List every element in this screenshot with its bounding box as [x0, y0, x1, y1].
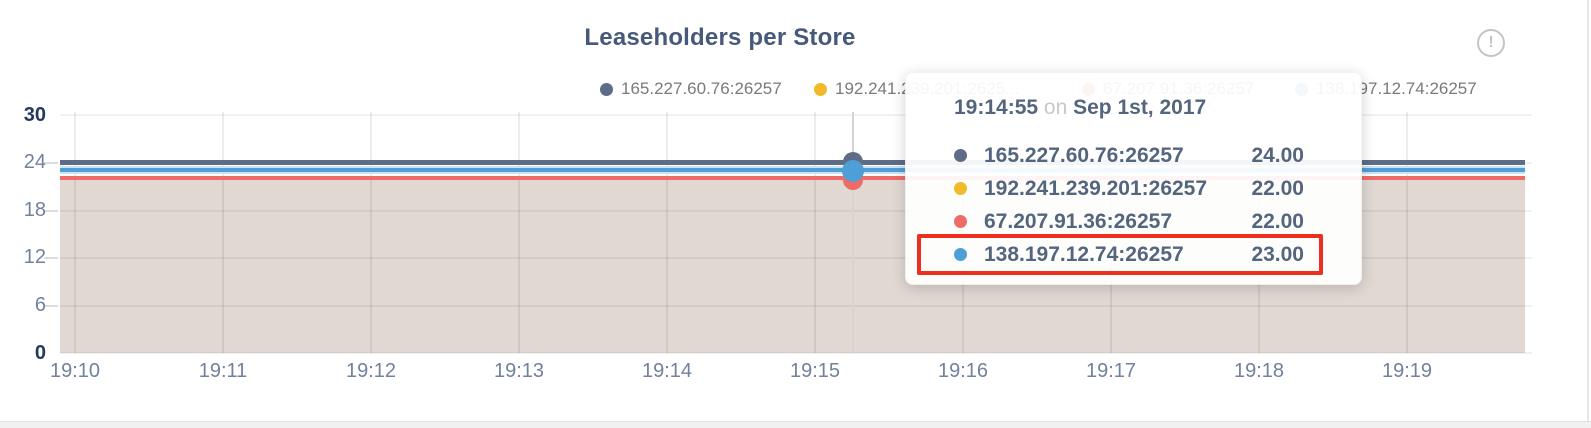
gridline: [60, 305, 1532, 307]
x-axis-label: 19:17: [1085, 360, 1137, 382]
tooltip-row: 67.207.91.36:26257 22.00: [954, 205, 1304, 238]
x-axis-label: 19:12: [345, 360, 397, 382]
gridline: [60, 210, 1532, 212]
tooltip-on-word: on: [1043, 96, 1068, 119]
x-axis-label: 19:13: [493, 360, 545, 382]
tooltip-series-value: 22.00: [1251, 176, 1304, 200]
x-axis-label: 19:18: [1233, 360, 1285, 382]
gridline: [370, 112, 372, 353]
series-line-165-227-60-76[interactable]: [60, 160, 1525, 165]
tooltip-series-value: 23.00: [1251, 242, 1304, 266]
tooltip-series-label: 165.227.60.76:26257: [984, 143, 1184, 167]
series-line-138-197-12-74[interactable]: [60, 168, 1525, 172]
gridline: [60, 114, 1532, 116]
panel-bottom-divider: [0, 421, 1591, 428]
axis-tick: [44, 257, 58, 259]
y-axis-label: 30: [23, 104, 46, 126]
tooltip-row: 192.241.239.201:26257 22.00: [954, 172, 1304, 205]
gridline: [60, 352, 1532, 354]
y-axis-label: 24: [23, 151, 46, 173]
x-axis-label: 19:14: [641, 360, 693, 382]
annotation-highlight-rect: [917, 234, 1323, 275]
tooltip-row: 165.227.60.76:26257 24.00: [954, 139, 1304, 172]
x-axis-label: 19:19: [1381, 360, 1433, 382]
x-axis-label: 19:10: [49, 360, 101, 382]
gridline: [666, 112, 668, 353]
legend-label: 165.227.60.76:26257: [621, 79, 782, 98]
tooltip-row-highlighted: 138.197.12.74:26257 23.00: [954, 238, 1304, 271]
tooltip-series-value: 24.00: [1251, 143, 1304, 167]
x-axis-label: 19:16: [937, 360, 989, 382]
gridline: [60, 257, 1532, 259]
legend-dot-icon: [814, 82, 827, 96]
y-axis-label: 18: [23, 199, 46, 221]
legend-dot-icon: [600, 82, 613, 96]
tooltip-series-label: 67.207.91.36:26257: [984, 209, 1173, 233]
x-axis-label: 19:15: [789, 360, 841, 382]
gridline: [222, 112, 224, 353]
tooltip-series-label: 192.241.239.201:26257: [984, 176, 1208, 200]
gridline: [1406, 112, 1408, 353]
panel-right-divider: [1587, 0, 1589, 428]
gridline: [518, 112, 520, 353]
chart-title: Leaseholders per Store: [584, 24, 856, 51]
tooltip-series-label: 138.197.12.74:26257: [984, 242, 1184, 266]
series-dot-icon: [954, 182, 967, 195]
gridline: [74, 112, 76, 353]
axis-tick: [44, 305, 58, 307]
series-line-67-207-91-36[interactable]: [60, 176, 1525, 180]
chart-tooltip: 19:14:55 on Sep 1st, 2017 165.227.60.76:…: [905, 72, 1362, 285]
y-axis-label: 12: [23, 246, 46, 268]
series-dot-icon: [954, 248, 967, 261]
series-dot-icon: [954, 215, 967, 228]
legend-item[interactable]: 165.227.60.76:26257: [600, 79, 782, 98]
y-axis-label: 0: [34, 342, 46, 364]
tooltip-timestamp: 19:14:55 on Sep 1st, 2017: [954, 95, 1304, 121]
hover-guideline: [852, 112, 854, 353]
tooltip-time: 19:14:55: [954, 96, 1039, 119]
tooltip-series-value: 22.00: [1251, 209, 1304, 233]
hover-point-blue[interactable]: [842, 160, 864, 182]
alert-circle-icon[interactable]: !: [1477, 29, 1505, 57]
x-axis-label: 19:11: [198, 360, 248, 382]
tooltip-rows: 165.227.60.76:26257 24.00 192.241.239.20…: [954, 139, 1304, 271]
series-dot-icon: [954, 149, 967, 162]
gridline: [814, 112, 816, 353]
tooltip-date: Sep 1st, 2017: [1073, 96, 1207, 119]
axis-tick: [44, 210, 58, 212]
axis-tick: [44, 162, 58, 164]
y-axis-label: 6: [34, 294, 46, 316]
